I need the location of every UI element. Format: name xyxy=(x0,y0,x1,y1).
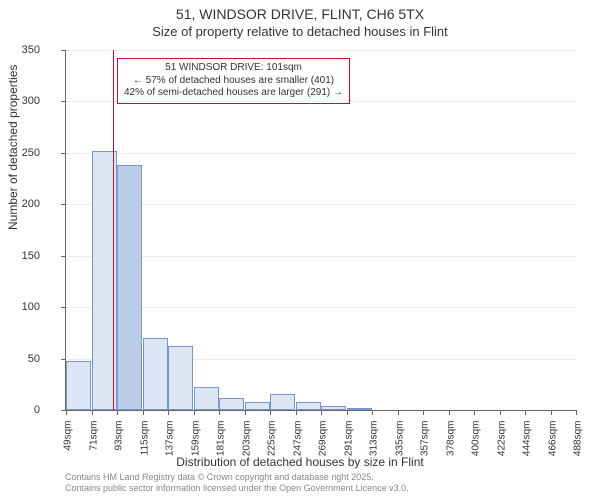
ytick-mark xyxy=(61,307,66,308)
histogram-bar xyxy=(219,398,244,410)
xtick-mark xyxy=(270,410,271,415)
xtick-mark xyxy=(525,410,526,415)
ytick-label: 200 xyxy=(0,198,40,210)
ytick-mark xyxy=(61,204,66,205)
histogram-bar xyxy=(117,165,142,410)
xtick-mark xyxy=(143,410,144,415)
footer-line-1: Contains HM Land Registry data © Crown c… xyxy=(65,472,409,483)
xtick-mark xyxy=(551,410,552,415)
plot-region: 49sqm71sqm93sqm115sqm137sqm159sqm181sqm2… xyxy=(65,50,576,411)
chart-subtitle: Size of property relative to detached ho… xyxy=(0,24,600,39)
footer-attribution: Contains HM Land Registry data © Crown c… xyxy=(65,472,409,495)
ytick-label: 150 xyxy=(0,250,40,262)
xtick-mark xyxy=(474,410,475,415)
x-axis-label: Distribution of detached houses by size … xyxy=(0,455,600,469)
gridline xyxy=(66,50,576,51)
histogram-bar xyxy=(245,402,270,410)
xtick-mark xyxy=(347,410,348,415)
ytick-mark xyxy=(61,101,66,102)
xtick-mark xyxy=(500,410,501,415)
xtick-mark xyxy=(449,410,450,415)
xtick-mark xyxy=(245,410,246,415)
ytick-mark xyxy=(61,153,66,154)
annotation-line-1: 51 WINDSOR DRIVE: 101sqm xyxy=(124,62,343,75)
xtick-mark xyxy=(423,410,424,415)
ytick-label: 300 xyxy=(0,95,40,107)
xtick-mark xyxy=(321,410,322,415)
chart-title: 51, WINDSOR DRIVE, FLINT, CH6 5TX xyxy=(0,6,600,22)
chart-container: 51, WINDSOR DRIVE, FLINT, CH6 5TX Size o… xyxy=(0,0,600,500)
footer-line-2: Contains public sector information licen… xyxy=(65,483,409,494)
gridline xyxy=(66,307,576,308)
gridline xyxy=(66,204,576,205)
ytick-mark xyxy=(61,256,66,257)
ytick-label: 250 xyxy=(0,147,40,159)
xtick-mark xyxy=(117,410,118,415)
gridline xyxy=(66,153,576,154)
ytick-mark xyxy=(61,359,66,360)
xtick-mark xyxy=(372,410,373,415)
histogram-bar xyxy=(194,387,219,410)
xtick-mark xyxy=(219,410,220,415)
histogram-bar xyxy=(347,408,372,410)
ytick-label: 100 xyxy=(0,301,40,313)
ytick-label: 0 xyxy=(0,404,40,416)
xtick-mark xyxy=(576,410,577,415)
xtick-mark xyxy=(194,410,195,415)
xtick-mark xyxy=(66,410,67,415)
histogram-bar xyxy=(168,346,193,410)
chart-area: 49sqm71sqm93sqm115sqm137sqm159sqm181sqm2… xyxy=(65,50,575,410)
histogram-bar xyxy=(143,338,168,410)
histogram-bar xyxy=(270,394,295,410)
xtick-mark xyxy=(168,410,169,415)
title-block: 51, WINDSOR DRIVE, FLINT, CH6 5TX Size o… xyxy=(0,0,600,39)
xtick-mark xyxy=(92,410,93,415)
ytick-mark xyxy=(61,50,66,51)
ytick-label: 350 xyxy=(0,44,40,56)
histogram-bar xyxy=(66,361,91,410)
gridline xyxy=(66,256,576,257)
histogram-bar xyxy=(321,406,346,410)
annotation-box: 51 WINDSOR DRIVE: 101sqm← 57% of detache… xyxy=(117,58,350,104)
annotation-line-2: ← 57% of detached houses are smaller (40… xyxy=(124,75,343,88)
ytick-label: 50 xyxy=(0,353,40,365)
reference-line xyxy=(113,50,114,410)
annotation-line-3: 42% of semi-detached houses are larger (… xyxy=(124,87,343,100)
xtick-mark xyxy=(296,410,297,415)
histogram-bar xyxy=(296,402,321,410)
xtick-mark xyxy=(398,410,399,415)
